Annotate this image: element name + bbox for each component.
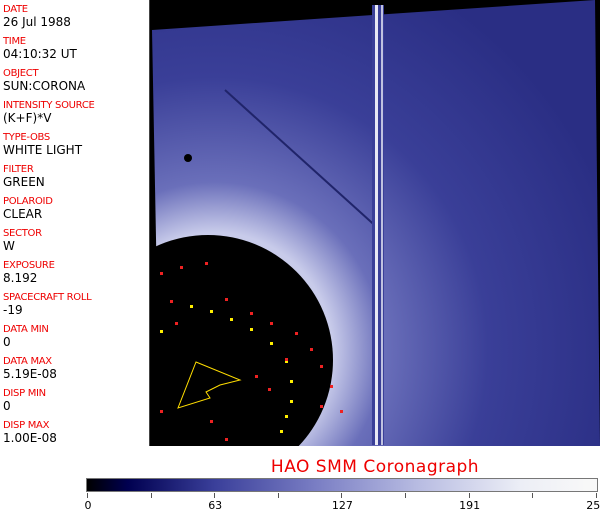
marker-dot xyxy=(310,348,313,351)
marker-dot xyxy=(250,312,253,315)
marker-dot xyxy=(225,438,228,441)
marker-dot xyxy=(330,385,333,388)
field-value: -19 xyxy=(3,303,23,317)
colorbar-tick xyxy=(341,493,343,498)
field-label: DATE xyxy=(3,4,28,15)
field-value: 5.19E-08 xyxy=(3,367,57,381)
field-label: OBJECT xyxy=(3,68,39,79)
instrument-title: HAO SMM Coronagraph xyxy=(270,457,480,477)
marker-dot xyxy=(210,420,213,423)
marker-dot xyxy=(320,405,323,408)
field-label: EXPOSURE xyxy=(3,260,55,271)
coronagraph-image xyxy=(150,0,600,446)
field-label: FILTER xyxy=(3,164,34,175)
field-label: DISP MIN xyxy=(3,388,46,399)
field-label: SPACECRAFT ROLL xyxy=(3,292,92,303)
field-label: SECTOR xyxy=(3,228,42,239)
field-value: 8.192 xyxy=(3,271,38,285)
field-value: CLEAR xyxy=(3,207,43,221)
marker-dot xyxy=(230,318,233,321)
marker-dot xyxy=(160,330,163,333)
marker-dot xyxy=(180,266,183,269)
marker-dot xyxy=(285,360,288,363)
colorbar-tick xyxy=(150,493,152,498)
colorbar-tick-label: 63 xyxy=(208,499,223,512)
marker-dot xyxy=(255,375,258,378)
field-label: DISP MAX xyxy=(3,420,50,431)
colorbar-tick-label: 0 xyxy=(84,499,92,512)
colorbar-tick xyxy=(405,493,406,498)
field-label: TYPE-OBS xyxy=(3,132,50,143)
marker-dot xyxy=(160,410,163,413)
marker-dot xyxy=(225,298,228,301)
marker-dot xyxy=(270,342,273,345)
colorbar-tick xyxy=(277,493,279,498)
header-info-panel: DATE 26 Jul 1988 TIME 04:10:32 UT OBJECT SUN:… xyxy=(0,0,150,446)
colorbar-tick xyxy=(468,493,470,498)
marker-dot xyxy=(270,322,273,325)
marker-dot xyxy=(285,358,288,361)
field-label: TIME xyxy=(3,36,26,47)
field-value: W xyxy=(3,239,15,253)
marker-dot xyxy=(205,262,208,265)
marker-dot xyxy=(170,300,173,303)
occulter-disk xyxy=(150,235,333,446)
colorbar-tick xyxy=(595,493,597,498)
colorbar-tick-label: 127 xyxy=(331,499,353,512)
marker-dot xyxy=(210,310,213,313)
field-label: POLAROID xyxy=(3,196,53,207)
marker-dot xyxy=(295,332,298,335)
colorbar-tick xyxy=(532,493,534,498)
field-label: DATA MAX xyxy=(3,356,52,367)
field-value: (K+F)*V xyxy=(3,111,52,125)
field-label: DATA MIN xyxy=(3,324,49,335)
colorbar-tick-label: 191 xyxy=(459,499,481,512)
marker-dot xyxy=(320,365,323,368)
field-value: 04:10:32 UT xyxy=(3,47,77,61)
marker-dot xyxy=(340,410,343,413)
field-value: WHITE LIGHT xyxy=(3,143,83,157)
marker-dot xyxy=(175,322,178,325)
colorbar-tick-label: 255 xyxy=(586,499,600,512)
field-value: 0 xyxy=(3,335,11,349)
field-label: INTENSITY SOURCE xyxy=(3,100,95,111)
marker-dot xyxy=(280,430,283,433)
colorbar-tick xyxy=(87,493,88,498)
field-value: 0 xyxy=(3,399,11,413)
colorbar-tick xyxy=(214,493,216,498)
field-value: SUN:CORONA xyxy=(3,79,86,93)
field-value: 26 Jul 1988 xyxy=(3,15,71,29)
marker-dot xyxy=(290,380,293,383)
marker-dot xyxy=(160,272,163,275)
marker-dot xyxy=(285,415,288,418)
marker-dot xyxy=(250,328,253,331)
field-value: 1.00E-08 xyxy=(3,431,57,445)
marker-dot xyxy=(190,305,193,308)
marker-dot xyxy=(290,400,293,403)
annotation-polygon xyxy=(177,361,242,409)
colorbar xyxy=(86,478,598,492)
marker-dot xyxy=(268,388,271,391)
field-value: GREEN xyxy=(3,175,45,189)
